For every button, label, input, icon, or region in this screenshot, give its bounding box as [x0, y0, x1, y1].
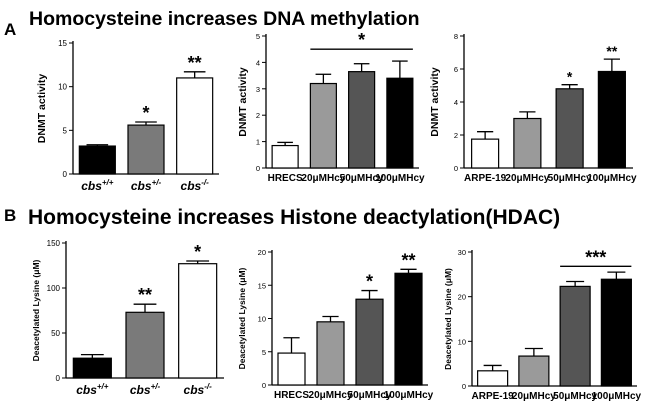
y-tick-label: 5	[256, 32, 260, 41]
bar	[355, 298, 384, 386]
x-tick-label: 50μMHcy	[548, 173, 592, 184]
x-tick-label: 100μMHcy	[592, 391, 642, 402]
significance-label: *	[142, 103, 149, 123]
y-tick-label: 20	[258, 248, 266, 257]
y-tick-label: 0	[262, 381, 266, 390]
x-tick-label: 20μMHcy	[309, 390, 353, 401]
y-tick-label: 5	[262, 348, 266, 357]
bar	[513, 117, 542, 169]
chart-hdac-hrecs: 0 5 10 15 20 Deacetylated Lysine (μM) HRECS 20μ…	[237, 248, 434, 401]
x-tick-label: ARPE-19	[472, 391, 515, 402]
bar	[386, 77, 414, 169]
y-tick-label: 15	[58, 39, 67, 48]
y-tick-label: 4	[454, 98, 458, 107]
y-tick-label: 0	[56, 374, 61, 383]
panel-letter-b: B	[4, 206, 17, 225]
bar	[471, 138, 500, 169]
y-tick-label: 10	[258, 315, 266, 324]
significance-label: *	[366, 272, 373, 292]
y-axis-label: DNMT activity	[237, 67, 249, 137]
x-tick-label: HRECS	[274, 390, 309, 401]
bar	[78, 145, 116, 175]
y-tick-label: 0	[462, 382, 466, 391]
x-tick-label: 50μMHcy	[348, 390, 392, 401]
x-tick-label: HRECS	[268, 173, 303, 184]
bar	[477, 370, 509, 387]
y-tick-label: 0	[63, 170, 68, 179]
y-axis-label: Deacetylated Lysine (μM)	[237, 267, 247, 369]
x-tick-label: 100μMHcy	[384, 390, 434, 401]
y-tick-label: 2	[256, 111, 260, 120]
x-tick-label: cbs+/-	[130, 382, 161, 397]
bar	[600, 278, 632, 387]
bar	[178, 263, 218, 379]
y-tick-label: 6	[454, 65, 458, 74]
chart-hdac-arpe19: 0 10 20 30 Deacetylated Lysine (μM) ARPE-1920…	[443, 247, 642, 402]
chart-dnmt-hrecs: 0 1 2 3 4 5 DNMT activity HRECS20μMHcy50μMHcy10…	[237, 30, 425, 184]
y-tick-label: 10	[58, 83, 67, 92]
bar	[176, 77, 214, 175]
bar	[316, 321, 345, 386]
y-tick-label: 0	[256, 164, 260, 173]
bar	[277, 352, 306, 386]
panel-title-b: Homocysteine increases Histone deactylat…	[28, 206, 561, 229]
x-tick-label: 50μMHcy	[340, 173, 384, 184]
y-tick-label: 150	[47, 239, 61, 248]
x-tick-label: cbs+/-	[131, 178, 162, 193]
x-tick-label: cbs-/-	[181, 178, 210, 193]
significance-label: ***	[585, 247, 606, 267]
y-tick-label: 3	[256, 85, 260, 94]
chart-hdac-cbs: 0 50 100 150 Deacetylated Lysine (μM) cbs+/+ c…	[31, 239, 224, 397]
x-tick-label: 100μMHcy	[375, 173, 425, 184]
bar	[559, 285, 591, 387]
y-tick-label: 1	[256, 138, 260, 147]
significance-label: **	[401, 250, 415, 270]
bar	[127, 124, 165, 175]
bar	[597, 70, 626, 169]
y-tick-label: 10	[458, 337, 466, 346]
x-tick-label: 20μMHcy	[505, 173, 549, 184]
x-tick-label: 50μMHcy	[553, 391, 597, 402]
x-tick-label: cbs+/+	[81, 178, 114, 193]
y-tick-label: 4	[256, 58, 260, 67]
x-tick-label: cbs-/-	[184, 382, 213, 397]
y-tick-label: 8	[454, 32, 458, 41]
significance-label: *	[358, 30, 365, 50]
y-tick-label: 30	[458, 248, 466, 257]
bar	[72, 357, 112, 379]
y-axis-label: Deacetylated Lysine (μM)	[31, 259, 41, 361]
bar	[125, 311, 165, 379]
y-tick-label: 0	[454, 164, 458, 173]
panel-title-a: Homocysteine increases DNA methylation	[29, 8, 420, 30]
panel-letter-a: A	[4, 20, 17, 39]
y-axis-label: DNMT activity	[429, 67, 441, 137]
bar	[309, 82, 337, 169]
bar	[348, 71, 376, 169]
significance-label: **	[188, 53, 202, 73]
bar	[271, 144, 299, 169]
y-tick-label: 5	[63, 126, 68, 135]
x-tick-label: cbs+/+	[76, 382, 109, 397]
y-tick-label: 20	[458, 293, 466, 302]
y-tick-label: 15	[258, 281, 266, 290]
significance-label: **	[606, 43, 617, 59]
bar	[555, 88, 584, 169]
x-tick-label: ARPE-19	[464, 173, 507, 184]
chart-dnmt-arpe19: 0 2 4 6 8 DNMT activity ARPE-19 20μMHcy50μMHcy1…	[429, 32, 637, 184]
y-tick-label: 50	[51, 329, 60, 338]
x-tick-label: 20μMHcy	[301, 173, 345, 184]
y-axis-label: DNMT activity	[36, 74, 48, 144]
x-tick-label: 20μMHcy	[512, 391, 556, 402]
significance-label: *	[194, 242, 201, 262]
y-tick-label: 100	[47, 284, 61, 293]
significance-label: *	[567, 69, 573, 85]
y-tick-label: 2	[454, 131, 458, 140]
x-tick-label: 100μMHcy	[587, 173, 637, 184]
y-axis-label: Deacetylated Lysine (μM)	[443, 268, 453, 370]
significance-label: **	[138, 285, 152, 305]
bar	[518, 355, 550, 387]
bar	[394, 272, 423, 386]
